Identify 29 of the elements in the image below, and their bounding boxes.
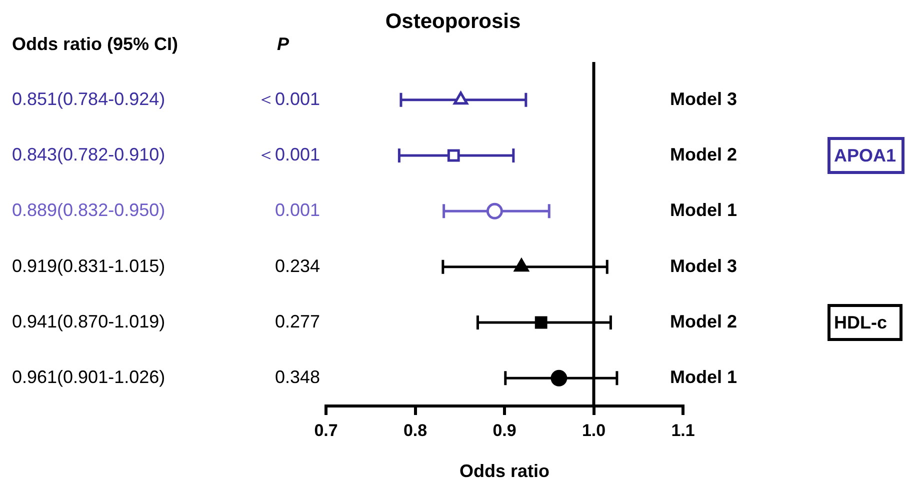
text: 0.941(0.870-1.019) — [12, 311, 166, 332]
text: HDL-c — [834, 312, 887, 332]
y-tick-label: Model 3 — [670, 256, 738, 276]
y-tick-label: Model 1 — [670, 367, 738, 388]
x-tick-label: 0.9 — [492, 420, 516, 440]
chart-title: Osteoporosis — [385, 10, 521, 33]
text: 0.843(0.782-0.910) — [12, 144, 166, 164]
x-tick-label: 0.7 — [314, 420, 338, 440]
x-tick-label: 1.0 — [582, 420, 606, 440]
y-tick-label: Model 1 — [670, 200, 738, 220]
text: P — [276, 34, 290, 54]
text: 0.919(0.831-1.015) — [12, 256, 166, 276]
text: 0.001 — [274, 200, 320, 220]
text: 0.961(0.901-1.026) — [12, 367, 166, 388]
text: Odds ratio (95% CI) — [12, 34, 178, 54]
y-tick-label: Model 2 — [670, 311, 738, 332]
text: 0.348 — [274, 367, 320, 388]
text: ＜0.001 — [256, 144, 320, 164]
text: ＜0.001 — [256, 88, 320, 109]
text: 0.234 — [274, 256, 320, 276]
x-tick-label: 0.8 — [403, 420, 428, 440]
text: 0.889(0.832-0.950) — [12, 200, 166, 220]
x-axis-title: Odds ratio — [459, 461, 550, 482]
y-tick-label: Model 2 — [670, 144, 738, 164]
text: APOA1 — [834, 145, 896, 166]
text: 0.851(0.784-0.924) — [12, 88, 166, 109]
text: 0.277 — [274, 311, 320, 332]
y-tick-label: Model 3 — [670, 88, 738, 109]
x-tick-label: 1.1 — [671, 420, 695, 440]
